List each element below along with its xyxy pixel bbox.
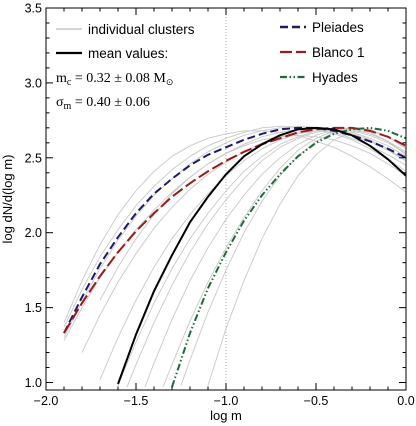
series-individual-cluster-13 [99,134,406,301]
param-mc-sub: c [67,77,72,88]
x-axis-label: log m [210,408,242,423]
legend-label-pleiades: Pleiades [312,20,364,35]
series-mean-values [117,126,406,385]
series-individual-cluster-6 [99,130,406,380]
legend-right: Pleiades Blanco 1 Hyades [280,20,365,85]
param-mc-symbol: m [56,71,67,86]
series-individual-cluster-3 [63,130,406,323]
param-sigma: σm = 0.40 ± 0.06 [56,95,150,112]
y-tick-label: 1.5 [25,301,42,315]
param-sigma-value: = 0.40 ± 0.06 [71,95,150,110]
series-layer [63,125,406,388]
param-sigma-symbol: σ [56,95,64,110]
series-individual-cluster-8 [126,128,406,388]
x-tick-label: −0.5 [304,394,329,408]
legend-label-mean: mean values: [88,46,168,61]
legend-label-hyades: Hyades [312,70,358,85]
series-individual-cluster-7 [117,128,406,386]
y-tick-label: 2.0 [25,226,42,240]
series-individual-cluster-11 [180,128,406,386]
x-tick-label: −1.5 [124,394,149,408]
series-individual-cluster-1 [63,125,406,328]
x-tick-label: 0.0 [397,394,414,408]
param-sigma-sub: m [64,101,72,112]
param-mc-unit-sub: ⊙ [166,77,174,87]
y-tick-label: 1.0 [25,376,42,390]
x-tick-label: −2.0 [34,394,59,408]
series-hyades [171,126,406,388]
legend-label-blanco1: Blanco 1 [312,45,365,60]
x-tick-label: −1.0 [214,394,239,408]
y-tick-label: 2.5 [25,151,42,165]
tick-layer: −2.0 −1.5 −1.0 −0.5 0.0 1.0 1.5 2.0 2.5 3.0 3.5 [25,2,415,409]
series-individual-cluster-2 [63,127,406,338]
legend-label-individual: individual clusters [88,22,195,37]
y-axis-label: log dN/d(log m) [0,155,15,244]
legend-left: individual clusters mean values: mc = 0.… [56,22,195,112]
y-tick-label: 3.0 [25,76,42,90]
param-mc-value: = 0.32 ± 0.08 M [71,71,166,86]
series-blanco-1 [63,126,406,334]
param-mc: mc = 0.32 ± 0.08 M⊙ [56,71,173,88]
y-tick-label: 3.5 [25,2,42,16]
